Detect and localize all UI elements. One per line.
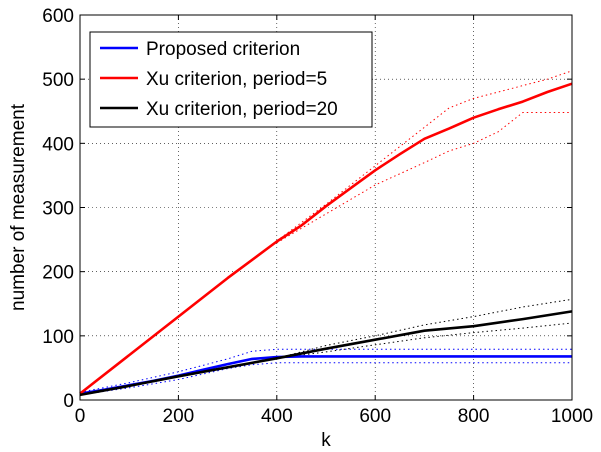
y-tick-label: 0: [63, 391, 74, 412]
y-axis-title: number of measurement: [8, 103, 29, 311]
series-1-lower-bound: [79, 362, 572, 396]
y-tick-label: 600: [42, 6, 74, 27]
legend-label-3: Xu criterion, period=20: [146, 99, 338, 120]
series-3-line: [79, 310, 573, 397]
x-axis-title: k: [321, 430, 331, 451]
x-tick-label: 600: [359, 406, 391, 427]
y-tick-label: 500: [42, 70, 74, 91]
legend-label-1: Proposed criterion: [146, 39, 300, 60]
y-tick-label: 300: [42, 199, 74, 220]
y-tick-label: 400: [42, 134, 74, 155]
y-tick-label: 100: [42, 327, 74, 348]
legend: Proposed criterion Xu criterion, period=5…: [89, 31, 373, 128]
x-tick-label: 400: [261, 406, 293, 427]
legend-label-2: Xu criterion, period=5: [146, 69, 327, 90]
series-1-line: [79, 355, 572, 395]
series-2-upper-bound: [276, 70, 573, 242]
x-tick-label: 800: [458, 406, 490, 427]
x-tick-label: 0: [75, 406, 86, 427]
series-2-line: [79, 82, 573, 395]
series-3-lower-bound: [276, 322, 573, 359]
series-lines: [79, 70, 573, 397]
x-tick-label: 200: [163, 406, 195, 427]
series-2-lower-bound: [276, 112, 572, 244]
x-tick-label: 1000: [551, 406, 593, 427]
y-tick-label: 200: [42, 263, 74, 284]
ticks: 0 200 400 600 800 1000 0 100 200 300 400 500 600: [42, 6, 593, 427]
series-1-upper-bound: [79, 348, 572, 393]
series-3-upper-bound: [276, 298, 573, 359]
